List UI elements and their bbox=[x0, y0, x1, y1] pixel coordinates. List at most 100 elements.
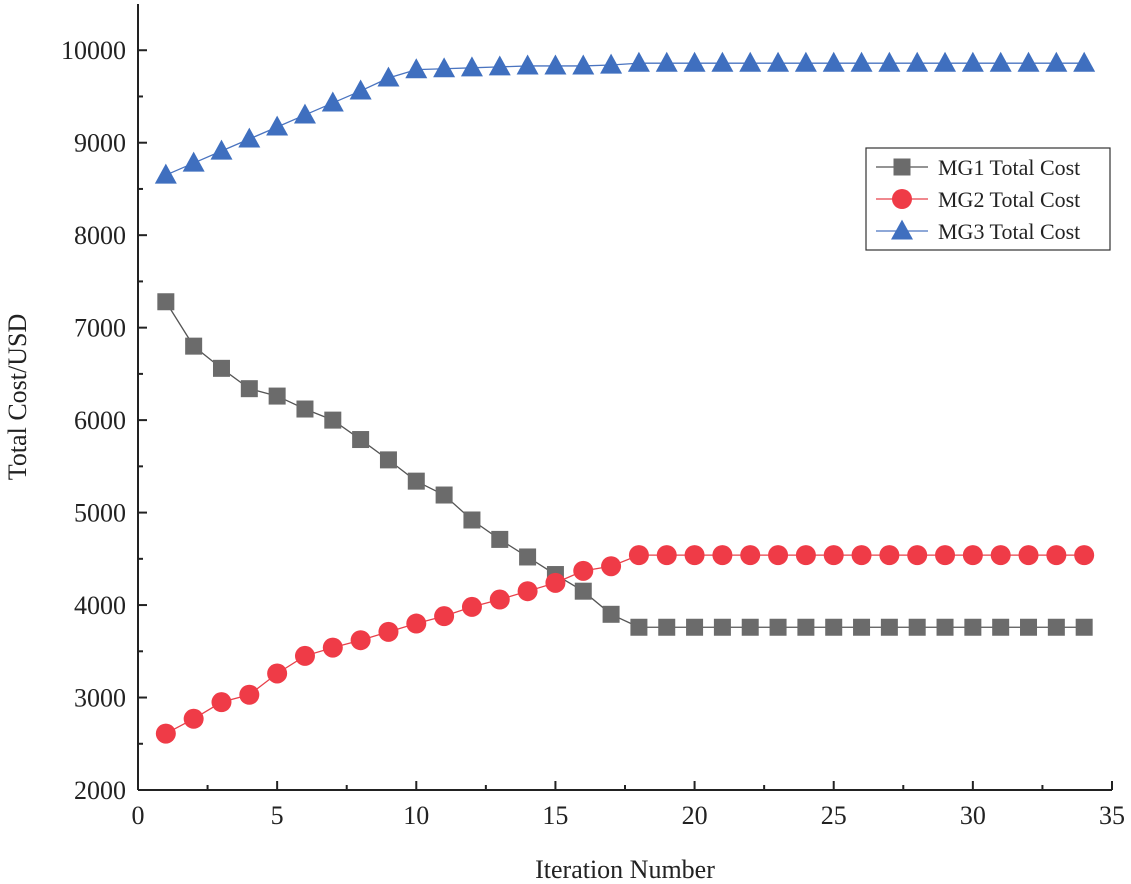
legend-marker bbox=[893, 158, 911, 176]
series-3-point bbox=[460, 56, 483, 77]
series-1-point bbox=[574, 582, 592, 600]
series-layer bbox=[154, 51, 1096, 744]
series-2-point bbox=[990, 545, 1011, 566]
series-2-point bbox=[294, 645, 315, 666]
series-3-line bbox=[165, 62, 1085, 176]
series-2-point bbox=[795, 545, 816, 566]
series-3-point bbox=[516, 54, 539, 75]
series-3-point bbox=[488, 55, 511, 76]
series-3-point bbox=[154, 163, 177, 184]
legend-marker bbox=[891, 219, 913, 240]
series-2-point bbox=[712, 545, 733, 566]
series-2-point bbox=[183, 708, 204, 729]
series-1-point bbox=[379, 451, 397, 469]
series-2-point bbox=[851, 545, 872, 566]
series-1-point bbox=[713, 618, 731, 636]
x-tick-label: 30 bbox=[960, 801, 986, 830]
series-2-line bbox=[165, 554, 1085, 735]
series-1-point bbox=[853, 618, 871, 636]
series-2-point bbox=[517, 581, 538, 602]
series-2-point bbox=[601, 556, 622, 577]
series-3-point bbox=[210, 139, 233, 160]
series-3-point bbox=[1073, 51, 1096, 72]
series-2-point bbox=[962, 545, 983, 566]
series-3-point bbox=[822, 51, 845, 72]
series-3-point bbox=[878, 51, 901, 72]
series-1-point bbox=[268, 387, 286, 405]
series-2 bbox=[155, 545, 1095, 744]
series-1-point bbox=[686, 618, 704, 636]
series-3-point bbox=[1017, 51, 1040, 72]
x-tick-label: 25 bbox=[821, 801, 847, 830]
series-1-point bbox=[769, 618, 787, 636]
series-2-point bbox=[1018, 545, 1039, 566]
series-1-point bbox=[741, 618, 759, 636]
series-1-point bbox=[964, 618, 982, 636]
series-2-point bbox=[378, 621, 399, 642]
x-axis-title: Iteration Number bbox=[535, 855, 715, 884]
series-2-point bbox=[1046, 545, 1067, 566]
series-2-point bbox=[740, 545, 761, 566]
y-tick-label: 8000 bbox=[74, 221, 126, 250]
y-tick-label: 6000 bbox=[74, 406, 126, 435]
y-tick-label: 5000 bbox=[74, 499, 126, 528]
series-1-point bbox=[797, 618, 815, 636]
series-3-point bbox=[544, 54, 567, 75]
series-2-point bbox=[322, 637, 343, 658]
series-3-point bbox=[182, 151, 205, 172]
series-1-point bbox=[324, 411, 342, 429]
y-tick-label: 10000 bbox=[61, 36, 126, 65]
y-tick-label: 4000 bbox=[74, 591, 126, 620]
series-1 bbox=[157, 293, 1093, 636]
series-2-point bbox=[768, 545, 789, 566]
series-1-point bbox=[908, 618, 926, 636]
legend-label: MG3 Total Cost bbox=[938, 219, 1080, 244]
series-3-point bbox=[349, 79, 372, 100]
series-2-point bbox=[489, 589, 510, 610]
series-3-point bbox=[321, 91, 344, 112]
series-3-point bbox=[238, 127, 261, 148]
series-1-point bbox=[185, 337, 203, 355]
x-tick-label: 15 bbox=[542, 801, 568, 830]
series-3-point bbox=[989, 51, 1012, 72]
series-2-point bbox=[267, 663, 288, 684]
series-1-point bbox=[992, 618, 1010, 636]
series-2-point bbox=[406, 613, 427, 634]
series-3 bbox=[154, 51, 1096, 184]
series-2-point bbox=[461, 596, 482, 617]
series-3-point bbox=[794, 51, 817, 72]
series-3-point bbox=[767, 51, 790, 72]
series-3-point bbox=[683, 51, 706, 72]
series-3-point bbox=[961, 51, 984, 72]
series-3-point bbox=[850, 51, 873, 72]
legend-label: MG1 Total Cost bbox=[938, 155, 1080, 180]
y-tick-label: 2000 bbox=[74, 776, 126, 805]
series-2-point bbox=[628, 545, 649, 566]
series-2-point bbox=[155, 723, 176, 744]
series-1-point bbox=[435, 486, 453, 504]
axes: 0 5 10 15 20 25 30 35 2000 3000 4000 5000 6000 7000 80… bbox=[61, 4, 1125, 830]
legend: MG1 Total Cost MG2 Total Cost MG3 Total Co… bbox=[865, 147, 1111, 251]
x-tick-label: 0 bbox=[132, 801, 145, 830]
y-tick-label: 3000 bbox=[74, 684, 126, 713]
series-3-point bbox=[266, 115, 289, 136]
y-axis-title: Total Cost/USD bbox=[3, 314, 32, 480]
series-3-point bbox=[655, 51, 678, 72]
series-1-point bbox=[352, 431, 370, 449]
series-1-point bbox=[1075, 618, 1093, 636]
series-3-point bbox=[711, 51, 734, 72]
series-3-point bbox=[433, 57, 456, 78]
series-1-point bbox=[1047, 618, 1065, 636]
series-1-point bbox=[463, 511, 481, 529]
legend-marker bbox=[892, 189, 912, 209]
series-3-point bbox=[627, 51, 650, 72]
series-1-point bbox=[825, 618, 843, 636]
series-2-point bbox=[656, 545, 677, 566]
series-1-point bbox=[407, 472, 425, 490]
series-1-point bbox=[491, 530, 509, 548]
series-2-point bbox=[545, 572, 566, 593]
series-1-point bbox=[212, 359, 230, 377]
series-2-point bbox=[573, 560, 594, 581]
series-2-point bbox=[239, 684, 260, 705]
